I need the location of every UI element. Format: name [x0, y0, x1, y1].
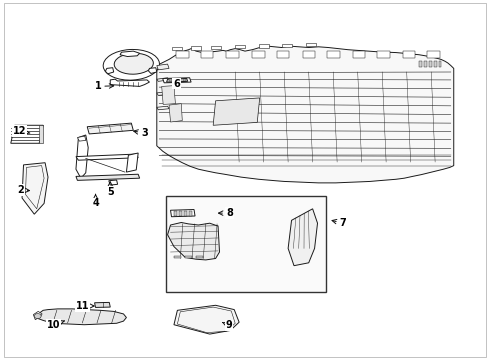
Polygon shape [174, 211, 177, 216]
Text: 8: 8 [219, 208, 233, 218]
Bar [166, 196, 326, 292]
Circle shape [34, 314, 41, 319]
Polygon shape [282, 44, 292, 47]
Polygon shape [353, 51, 365, 58]
Polygon shape [184, 211, 187, 216]
Polygon shape [185, 256, 192, 258]
Polygon shape [179, 211, 182, 216]
Text: 7: 7 [332, 218, 346, 228]
Polygon shape [120, 51, 140, 57]
Polygon shape [235, 45, 245, 48]
Text: 3: 3 [134, 128, 148, 138]
Polygon shape [173, 79, 176, 81]
Polygon shape [157, 92, 169, 95]
Polygon shape [169, 79, 171, 81]
Polygon shape [157, 46, 454, 183]
Polygon shape [327, 51, 340, 58]
Polygon shape [211, 46, 220, 49]
Polygon shape [109, 180, 118, 185]
Polygon shape [163, 78, 191, 83]
Polygon shape [39, 125, 43, 143]
Polygon shape [171, 210, 195, 217]
Ellipse shape [114, 53, 153, 74]
Polygon shape [434, 61, 437, 67]
Polygon shape [157, 106, 169, 110]
Polygon shape [178, 79, 181, 81]
Polygon shape [169, 104, 182, 122]
Polygon shape [76, 135, 88, 178]
Polygon shape [77, 136, 86, 141]
Polygon shape [174, 256, 181, 258]
Text: 1: 1 [95, 81, 114, 91]
Polygon shape [429, 61, 432, 67]
Text: 9: 9 [222, 320, 233, 330]
Polygon shape [427, 51, 440, 58]
Polygon shape [439, 61, 441, 67]
Polygon shape [126, 153, 138, 172]
Polygon shape [168, 222, 220, 260]
Polygon shape [148, 68, 157, 73]
Polygon shape [76, 154, 138, 160]
Polygon shape [174, 305, 239, 334]
Polygon shape [226, 51, 239, 58]
Text: 2: 2 [17, 185, 29, 195]
Polygon shape [87, 123, 133, 134]
Polygon shape [377, 51, 390, 58]
Polygon shape [157, 64, 169, 70]
Ellipse shape [103, 49, 159, 80]
Text: 10: 10 [47, 320, 64, 330]
Polygon shape [22, 163, 48, 214]
Polygon shape [277, 51, 289, 58]
Polygon shape [11, 125, 43, 143]
Polygon shape [191, 46, 201, 50]
Polygon shape [303, 51, 315, 58]
Polygon shape [76, 174, 140, 180]
Polygon shape [403, 51, 415, 58]
Polygon shape [306, 43, 316, 46]
Polygon shape [213, 98, 260, 125]
Polygon shape [288, 209, 318, 266]
Polygon shape [196, 256, 203, 258]
Polygon shape [183, 79, 186, 81]
Polygon shape [162, 86, 175, 104]
Polygon shape [167, 78, 188, 82]
Polygon shape [189, 211, 192, 216]
Polygon shape [105, 68, 114, 74]
Polygon shape [110, 79, 149, 86]
Polygon shape [157, 78, 169, 81]
Polygon shape [419, 61, 422, 67]
Polygon shape [176, 51, 189, 58]
Polygon shape [95, 302, 110, 307]
Text: 5: 5 [107, 182, 114, 197]
Polygon shape [252, 51, 265, 58]
Polygon shape [33, 311, 42, 320]
Polygon shape [259, 44, 269, 48]
Text: 11: 11 [75, 301, 94, 311]
Text: 12: 12 [13, 126, 30, 136]
Polygon shape [172, 47, 182, 50]
Text: 6: 6 [173, 78, 180, 89]
Polygon shape [424, 61, 427, 67]
Polygon shape [201, 51, 213, 58]
Text: 4: 4 [92, 194, 99, 208]
Polygon shape [35, 309, 126, 325]
